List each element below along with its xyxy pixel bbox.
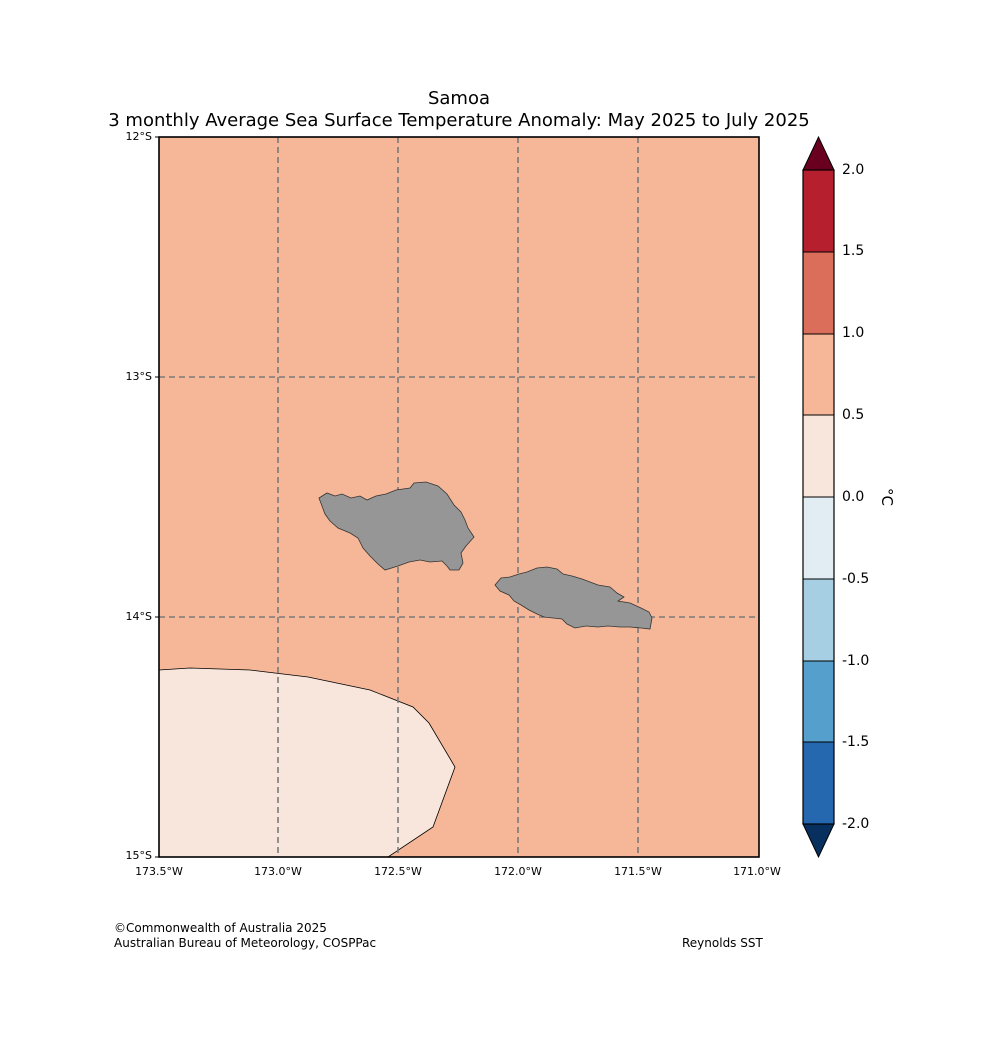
colorbar-tick-label: 0.5 (842, 407, 865, 423)
colorbar-segment-neg0.5-0.0 (803, 497, 834, 579)
lat-label-14s: 14°S (125, 610, 152, 623)
footer-copyright: ©Commonwealth of Australia 2025 (114, 921, 327, 935)
colorbar-tick-label: -1.5 (842, 734, 870, 750)
island-savaii (318, 481, 475, 571)
lon-label-171-0w: 171.0°W (733, 865, 781, 878)
colorbar-tick-label: 1.5 (842, 243, 865, 259)
colorbar-extend-min (802, 823, 835, 859)
colorbar-tick-label: -0.5 (842, 571, 870, 587)
colorbar-segment-1.0-1.5 (803, 252, 834, 334)
colorbar-dividers (803, 251, 834, 743)
gridlines (159, 137, 759, 857)
lat-label-15s: 15°S (125, 849, 152, 862)
footer-agency: Australian Bureau of Meteorology, COSPPa… (114, 936, 377, 950)
colorbar-tick-label: 2.0 (842, 162, 865, 178)
colorbar-frame (802, 169, 835, 825)
colorbar-segment-1.5-2.0 (803, 170, 834, 252)
lat-label-13s: 13°S (125, 370, 152, 383)
lon-label-172-5w: 172.5°W (374, 865, 422, 878)
map-frame (158, 136, 760, 858)
colorbar-segment-0.0-0.5 (803, 415, 834, 497)
lon-label-172-0w: 172.0°W (494, 865, 542, 878)
colorbar-tick-label: -1.0 (842, 653, 870, 669)
colorbar-segment-neg1.0-neg0.5 (803, 579, 834, 661)
colorbar-segment-neg1.5-neg1.0 (803, 661, 834, 742)
colorbar-segment-0.5-1.0 (803, 334, 834, 415)
lat-label-12s: 12°S (125, 130, 152, 143)
island-upolu (494, 566, 653, 630)
colorbar-extend-max (802, 135, 835, 171)
axis-ticks (155, 136, 159, 858)
lon-label-173-5w: 173.5°W (135, 865, 183, 878)
map-subtitle: 3 monthly Average Sea Surface Temperatur… (108, 110, 810, 131)
lon-label-173-0w: 173.0°W (254, 865, 302, 878)
footer-data-source: Reynolds SST (682, 936, 763, 950)
colorbar-segment-neg2.0-neg1.5 (803, 742, 834, 824)
colorbar-tick-label: -2.0 (842, 816, 870, 832)
colorbar-unit-label: °C (877, 488, 896, 506)
lon-label-171-5w: 171.5°W (614, 865, 662, 878)
colorbar-tick-label: 0.0 (842, 489, 865, 505)
colorbar-tick-label: 1.0 (842, 325, 865, 341)
map-title: Samoa (427, 88, 491, 109)
